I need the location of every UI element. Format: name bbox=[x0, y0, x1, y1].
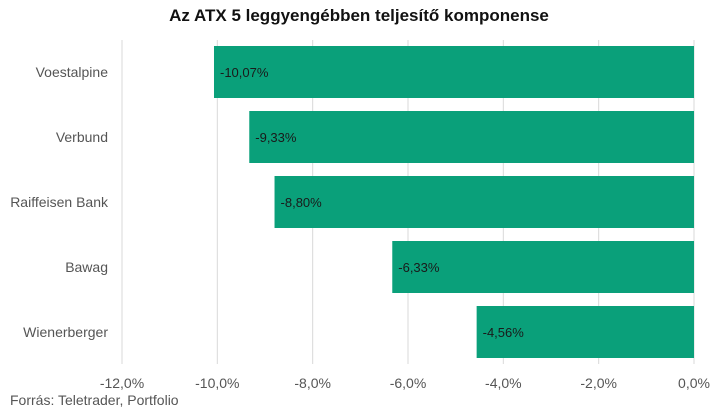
bar bbox=[392, 241, 694, 293]
data-label: -6,33% bbox=[398, 260, 440, 275]
bar bbox=[249, 111, 694, 163]
x-axis-tick-labels: -12,0% -10,0% -8,0% -6,0% -4,0% -2,0% 0,0% bbox=[100, 375, 710, 391]
x-tick-label: -10,0% bbox=[195, 375, 239, 391]
x-tick-label: -2,0% bbox=[580, 375, 617, 391]
data-label: -4,56% bbox=[483, 325, 525, 340]
data-labels: -10,07% -9,33% -8,80% -6,33% -4,56% bbox=[220, 65, 524, 340]
category-label: Bawag bbox=[65, 259, 108, 275]
x-tick-label: 0,0% bbox=[678, 375, 710, 391]
category-label: Wienerberger bbox=[23, 324, 108, 340]
category-labels: Voestalpine Verbund Raiffeisen Bank Bawag Wi… bbox=[10, 64, 109, 340]
x-tick-label: -4,0% bbox=[485, 375, 522, 391]
x-tick-label: -6,0% bbox=[390, 375, 427, 391]
data-label: -8,80% bbox=[281, 195, 323, 210]
bar bbox=[213, 46, 694, 98]
bar bbox=[274, 176, 694, 228]
category-label: Verbund bbox=[56, 129, 108, 145]
x-tick-label: -8,0% bbox=[294, 375, 331, 391]
data-label: -9,33% bbox=[255, 130, 297, 145]
bars bbox=[213, 46, 694, 358]
x-tick-label: -12,0% bbox=[100, 375, 144, 391]
source-note: Forrás: Teletrader, Portfolio bbox=[10, 392, 179, 408]
category-label: Voestalpine bbox=[36, 64, 109, 80]
category-label: Raiffeisen Bank bbox=[10, 194, 109, 210]
chart-title: Az ATX 5 leggyengébben teljesítő kompone… bbox=[169, 6, 549, 25]
data-label: -10,07% bbox=[220, 65, 269, 80]
bar bbox=[476, 306, 694, 358]
